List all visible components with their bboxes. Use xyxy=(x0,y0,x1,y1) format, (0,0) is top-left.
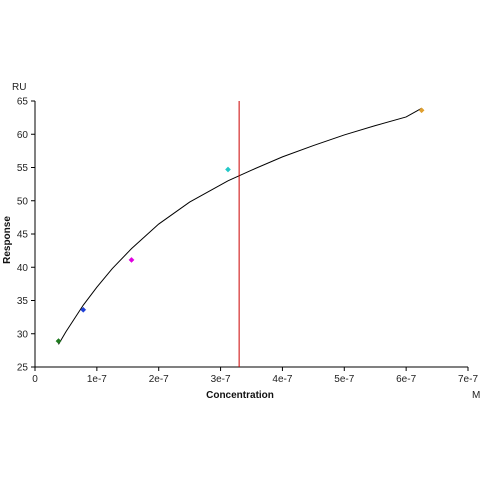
data-point xyxy=(418,107,425,114)
y-tick-label: 30 xyxy=(17,329,29,340)
data-point xyxy=(80,306,87,313)
data-points-layer xyxy=(55,107,425,345)
data-point xyxy=(55,338,62,345)
y-tick-label: 35 xyxy=(17,296,29,307)
fit-curve-layer xyxy=(58,107,422,345)
x-tick-label: 1e-7 xyxy=(87,374,107,385)
data-point xyxy=(225,166,231,173)
x-tick-label: 5e-7 xyxy=(334,374,354,385)
y-tick-label: 50 xyxy=(17,196,29,207)
x-tick-label: 4e-7 xyxy=(272,374,292,385)
y-tick-label: 60 xyxy=(17,130,29,141)
fit-curve xyxy=(58,107,422,345)
x-tick-label: 6e-7 xyxy=(396,374,416,385)
y-tick-label: 40 xyxy=(17,263,29,274)
y-tick-label: 45 xyxy=(17,230,29,241)
y-unit-label: RU xyxy=(12,82,26,93)
y-axis-title: Response xyxy=(2,216,13,264)
x-unit-label: M xyxy=(472,390,480,401)
x-tick-label: 0 xyxy=(32,374,38,385)
x-tick-label: 2e-7 xyxy=(149,374,169,385)
x-tick-label: 3e-7 xyxy=(211,374,231,385)
y-tick-label: 65 xyxy=(17,97,29,108)
y-tick-label: 25 xyxy=(17,363,29,374)
data-point xyxy=(128,256,135,263)
x-axis-title: Concentration xyxy=(206,390,274,401)
x-tick-label: 7e-7 xyxy=(458,374,478,385)
y-tick-label: 55 xyxy=(17,163,29,174)
axes-layer: 25 30 35 40 45 50 55 60 65 0 1e-7 2e-7 3e-7 4e-7 5e-7 6… xyxy=(17,97,479,386)
